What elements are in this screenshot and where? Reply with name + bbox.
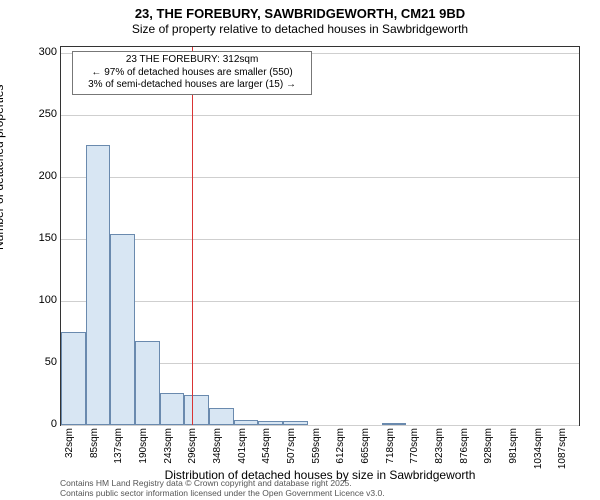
annotation-line: 23 THE FOREBURY: 312sqm xyxy=(77,54,307,67)
histogram-bar xyxy=(135,341,160,425)
x-tick-label: 32sqm xyxy=(64,428,75,478)
histogram-bar xyxy=(110,234,135,425)
y-tick-label: 0 xyxy=(21,418,57,430)
histogram-bar xyxy=(283,421,308,425)
x-tick-label: 928sqm xyxy=(483,428,494,478)
grid-line xyxy=(61,425,579,426)
y-tick-label: 300 xyxy=(21,46,57,58)
x-tick-label: 770sqm xyxy=(409,428,420,478)
y-tick-label: 50 xyxy=(21,356,57,368)
x-tick-label: 190sqm xyxy=(138,428,149,478)
grid-line xyxy=(61,301,579,302)
y-tick-label: 200 xyxy=(21,170,57,182)
chart-title: 23, THE FOREBURY, SAWBRIDGEWORTH, CM21 9… xyxy=(0,6,600,21)
marker-line xyxy=(192,47,193,425)
x-tick-label: 243sqm xyxy=(163,428,174,478)
attribution: Contains HM Land Registry data © Crown c… xyxy=(60,478,385,498)
x-tick-label: 876sqm xyxy=(459,428,470,478)
x-tick-label: 296sqm xyxy=(187,428,198,478)
x-tick-label: 401sqm xyxy=(237,428,248,478)
y-axis-label: Number of detached properties xyxy=(0,85,6,250)
attribution-line: Contains HM Land Registry data © Crown c… xyxy=(60,478,385,488)
x-tick-label: 1087sqm xyxy=(557,428,568,478)
x-tick-label: 559sqm xyxy=(311,428,322,478)
x-tick-label: 718sqm xyxy=(385,428,396,478)
x-tick-label: 612sqm xyxy=(335,428,346,478)
x-tick-label: 823sqm xyxy=(434,428,445,478)
x-tick-label: 1034sqm xyxy=(533,428,544,478)
y-tick-label: 250 xyxy=(21,108,57,120)
chart-container: 23, THE FOREBURY, SAWBRIDGEWORTH, CM21 9… xyxy=(0,0,600,500)
histogram-bar xyxy=(382,423,407,425)
x-tick-label: 454sqm xyxy=(261,428,272,478)
histogram-bar xyxy=(258,421,283,425)
histogram-bar xyxy=(86,145,111,425)
x-tick-label: 348sqm xyxy=(212,428,223,478)
grid-line xyxy=(61,177,579,178)
grid-line xyxy=(61,239,579,240)
histogram-bar xyxy=(234,420,259,425)
chart-subtitle: Size of property relative to detached ho… xyxy=(0,22,600,36)
histogram-bar xyxy=(184,395,209,425)
histogram-bar xyxy=(209,408,234,425)
y-tick-label: 150 xyxy=(21,232,57,244)
plot-area: 23 THE FOREBURY: 312sqm← 97% of detached… xyxy=(60,46,580,426)
y-tick-label: 100 xyxy=(21,294,57,306)
histogram-bar xyxy=(61,332,86,425)
annotation-box: 23 THE FOREBURY: 312sqm← 97% of detached… xyxy=(72,51,312,95)
x-tick-label: 137sqm xyxy=(113,428,124,478)
annotation-line: ← 97% of detached houses are smaller (55… xyxy=(77,67,307,80)
x-tick-label: 665sqm xyxy=(360,428,371,478)
x-tick-label: 85sqm xyxy=(89,428,100,478)
x-tick-label: 981sqm xyxy=(508,428,519,478)
grid-line xyxy=(61,115,579,116)
attribution-line: Contains public sector information licen… xyxy=(60,488,385,498)
histogram-bar xyxy=(160,393,185,425)
annotation-line: 3% of semi-detached houses are larger (1… xyxy=(77,79,307,92)
x-tick-label: 507sqm xyxy=(286,428,297,478)
